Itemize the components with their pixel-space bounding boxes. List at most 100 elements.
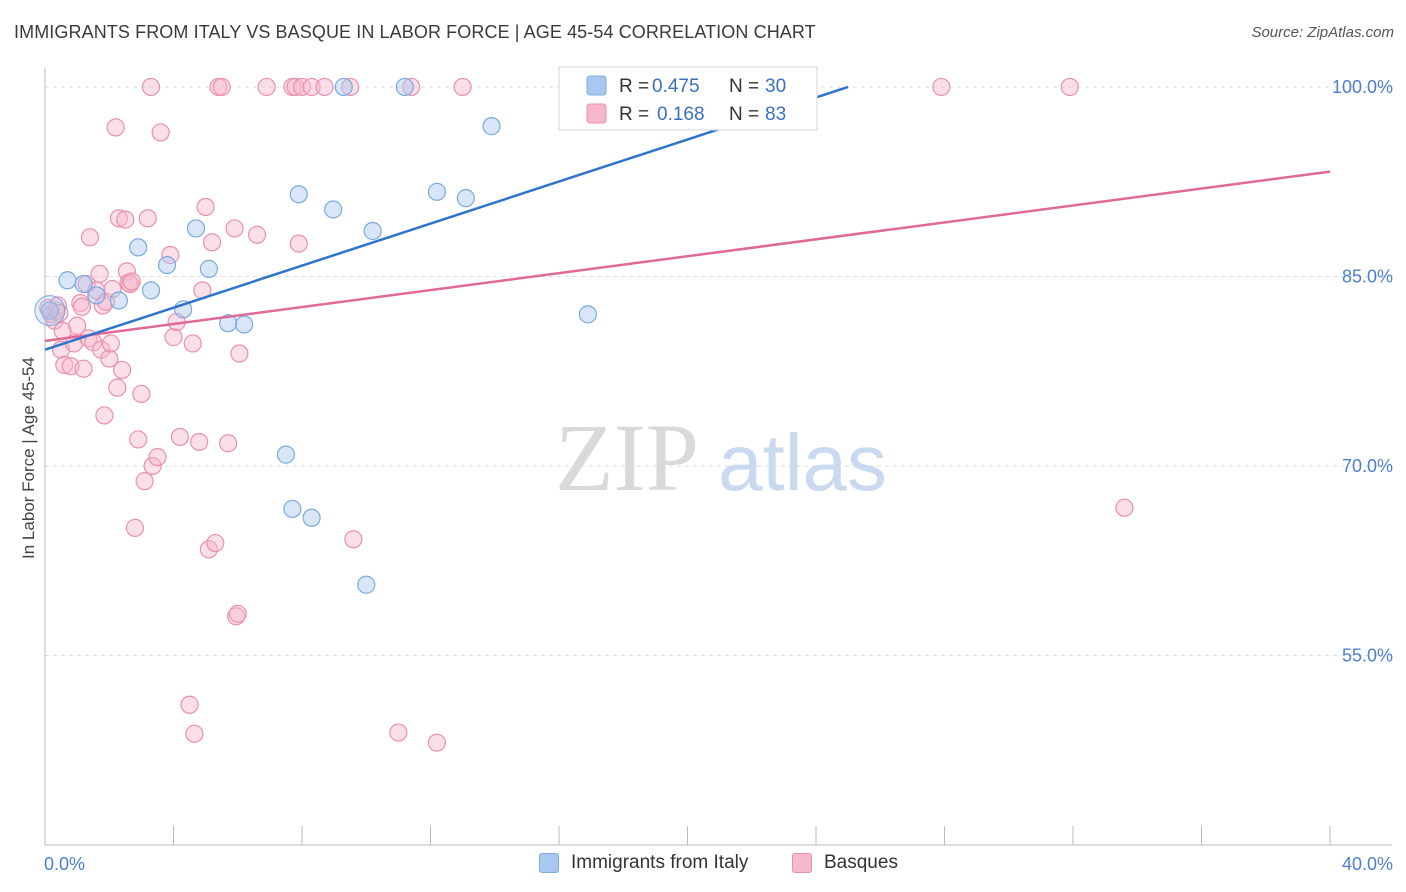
basques-point [183, 334, 202, 353]
italy-point [456, 189, 475, 208]
italy-trend-line [44, 85, 849, 351]
italy-point [289, 185, 308, 204]
legend-swatch-basques [792, 853, 812, 873]
italy-point [395, 77, 414, 97]
italy-point [109, 291, 128, 310]
x-tick-label: 0.0% [44, 854, 85, 874]
italy-point [363, 221, 382, 241]
basques-trend-line [44, 170, 1331, 343]
basques-point [292, 77, 312, 97]
basques-point [100, 349, 119, 368]
italy-point [324, 200, 343, 219]
basques-point [170, 427, 190, 447]
trend-lines [44, 85, 1331, 351]
italy-point [157, 255, 177, 275]
legend-top-r-label-1: R = [619, 76, 649, 97]
italy-point [427, 182, 447, 201]
basques-point [180, 695, 199, 714]
basques-point [1115, 498, 1134, 517]
basques-point [225, 219, 244, 238]
legend-top-r-value-1: 0.475 [652, 76, 700, 97]
y-axis-label: In Labor Force | Age 45-54 [19, 357, 38, 559]
basques-point [196, 197, 215, 217]
basques-point [129, 430, 148, 449]
basques-point [103, 279, 122, 299]
basques-point [95, 406, 114, 425]
basques-point [74, 359, 93, 378]
italy-point [334, 77, 353, 97]
basques-point [302, 77, 321, 97]
basques-point [132, 384, 151, 404]
italy-point [87, 286, 106, 305]
legend-top-n-label-2: N = [729, 104, 759, 125]
y-tick-label: 55.0% [1342, 645, 1393, 665]
basques-point [161, 245, 180, 265]
basques-point [427, 733, 447, 752]
basques-point [289, 234, 308, 253]
legend-swatch-italy [539, 853, 559, 873]
watermark: ZIP atlas [555, 404, 887, 511]
x-tick-label: 40.0% [1342, 854, 1393, 874]
basques-point [151, 123, 170, 142]
basques-point [230, 344, 249, 363]
legend-item-italy[interactable]: Immigrants from Italy [539, 852, 748, 874]
basques-point [80, 228, 100, 247]
legend-top: R = 0.475 N = 30 R = 0.168 N = 83 [558, 66, 818, 131]
basques-point [341, 77, 360, 97]
legend-top-swatch-blue [586, 75, 607, 96]
legend-item-basques[interactable]: Basques [792, 852, 898, 874]
legend-label-italy: Immigrants from Italy [571, 852, 749, 873]
italy-point [283, 499, 302, 519]
basques-point [206, 533, 225, 553]
basques-point [344, 530, 363, 549]
italy-point [482, 117, 501, 136]
basques-point [143, 456, 162, 476]
italy-point [219, 314, 238, 333]
italy-point [578, 305, 598, 324]
basques-point [185, 724, 204, 743]
basques-point [135, 472, 154, 491]
italy-point [129, 238, 148, 257]
basques-point [164, 328, 183, 347]
italy-point [357, 575, 376, 594]
legend-bottom: Immigrants from Italy Basques [0, 850, 1406, 880]
basques-point [228, 604, 247, 623]
basques-point [453, 77, 472, 97]
italy-point [58, 271, 77, 290]
basques-point [402, 77, 421, 97]
legend-top-n-value-2: 83 [765, 104, 786, 125]
basques-point [219, 434, 238, 453]
axes [44, 68, 1392, 846]
basques-point [202, 233, 222, 252]
y-tick-label: 100.0% [1332, 77, 1393, 97]
italy-point [186, 219, 206, 238]
basques-point [106, 118, 125, 137]
chart-title: IMMIGRANTS FROM ITALY VS BASQUE IN LABOR… [14, 22, 816, 42]
basques-point [315, 77, 334, 97]
basques-point [72, 297, 92, 316]
legend-top-r-value-2: 0.168 [657, 104, 705, 125]
basques-point [141, 77, 161, 97]
italy-point [276, 445, 296, 464]
basques-point [138, 209, 157, 228]
watermark-zip: ZIP [555, 404, 699, 511]
italy-point [235, 315, 254, 334]
basques-point [257, 77, 276, 97]
italy-point [302, 508, 321, 527]
legend-top-swatch-pink [586, 103, 607, 124]
legend-top-r-label-2: R = [619, 104, 649, 125]
legend-label-basques: Basques [824, 852, 898, 873]
tick-labels: 100.0% 85.0% 70.0% 55.0% 0.0% 40.0% [44, 77, 1393, 874]
basques-point [125, 518, 145, 537]
italy-point [74, 274, 93, 294]
gridlines [45, 86, 1392, 656]
basques-point [247, 225, 267, 244]
basques-point [932, 77, 951, 97]
basques-point [212, 77, 231, 97]
basques-point [112, 360, 132, 380]
watermark-atlas: atlas [718, 418, 887, 507]
basques-point [286, 77, 305, 97]
basques-point [389, 723, 408, 742]
italy-point [40, 301, 59, 320]
